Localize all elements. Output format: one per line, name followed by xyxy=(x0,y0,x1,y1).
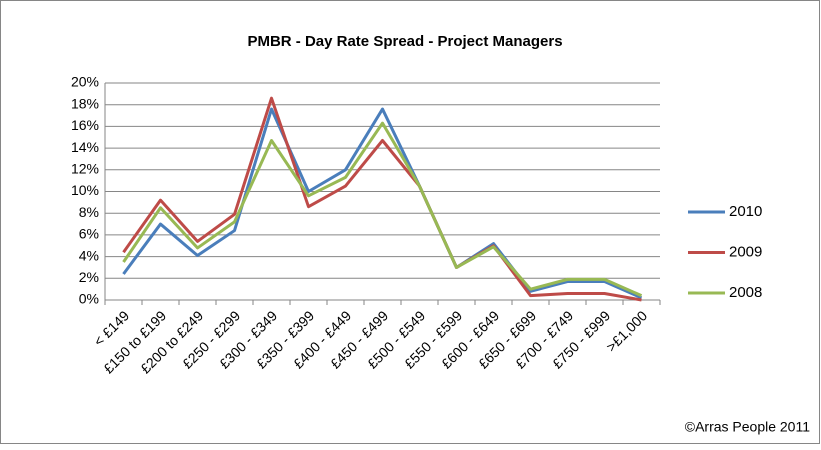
y-tick-label: 18% xyxy=(71,95,99,111)
series-line xyxy=(122,121,643,298)
y-tick-label: 8% xyxy=(79,204,99,220)
chart-title: PMBR - Day Rate Spread - Project Manager… xyxy=(247,33,562,50)
y-tick-label: 6% xyxy=(79,226,99,242)
series-line xyxy=(122,96,642,302)
y-tick-label: 0% xyxy=(79,291,99,307)
y-tick-label: 12% xyxy=(71,161,99,177)
y-tick-label: 4% xyxy=(79,247,99,263)
legend-label: 2008 xyxy=(729,284,762,301)
y-tick-label: 2% xyxy=(79,269,99,285)
series-line xyxy=(122,107,643,300)
y-tick-label: 16% xyxy=(71,117,99,133)
legend-label: 2010 xyxy=(729,203,762,220)
y-tick-label: 20% xyxy=(71,74,99,90)
y-tick-label: 14% xyxy=(71,139,99,155)
copyright: ©Arras People 2011 xyxy=(685,419,810,435)
y-tick-label: 10% xyxy=(71,182,99,198)
legend-label: 2009 xyxy=(729,243,762,260)
